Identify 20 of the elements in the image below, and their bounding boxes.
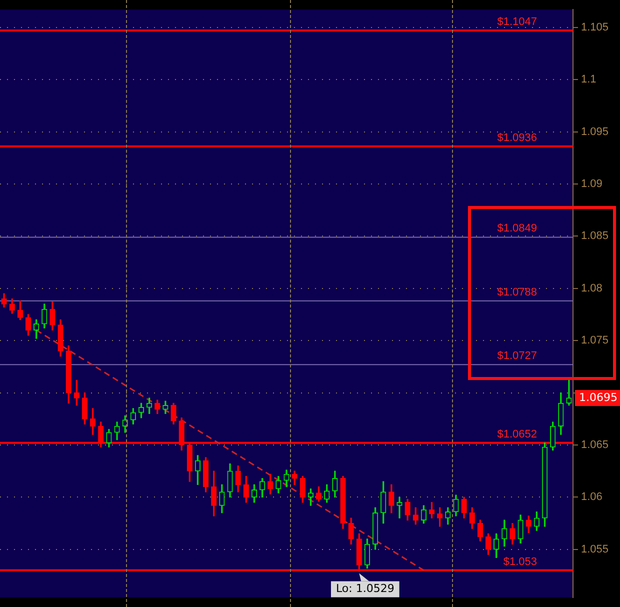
candlestick	[396, 496, 402, 518]
y-tick-label: 1.055	[581, 543, 609, 556]
y-tick-label: 1.1	[581, 74, 596, 86]
ref-line-label: $1.053	[503, 556, 537, 568]
y-tick-label: 1.075	[581, 334, 609, 347]
text: 1.0695	[579, 390, 618, 404]
y-tick-label: 1.085	[581, 230, 609, 242]
y-tick-label: 1.065	[581, 439, 609, 451]
ref-line-label: $1.0727	[497, 350, 537, 362]
y-tick-label: 1.095	[581, 126, 609, 138]
y-tick-label: 1.06	[581, 491, 602, 504]
ref-line-label: $1.1047	[497, 16, 537, 28]
y-tick-label: 1.09	[581, 178, 602, 190]
ref-line-label: $1.0788	[497, 286, 537, 298]
ref-line-label: $1.0652	[497, 428, 537, 440]
y-tick-label: 1.105	[581, 21, 609, 34]
y-tick-label: 1.08	[581, 282, 602, 294]
ref-line-label: $1.0849	[497, 222, 537, 235]
ref-line-label: $1.0936	[497, 132, 537, 144]
annotation: Lo: 1.0529	[336, 582, 394, 596]
